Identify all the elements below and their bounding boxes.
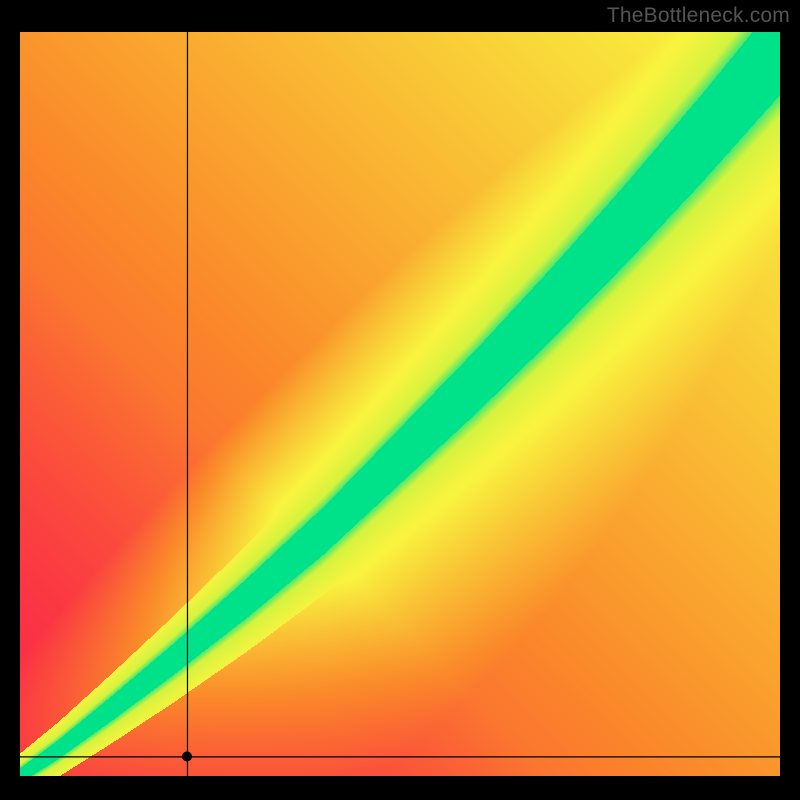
watermark-text: TheBottleneck.com (607, 4, 790, 28)
plot-frame (20, 32, 780, 776)
chart-container: TheBottleneck.com (0, 0, 800, 800)
bottleneck-heatmap (20, 32, 780, 776)
